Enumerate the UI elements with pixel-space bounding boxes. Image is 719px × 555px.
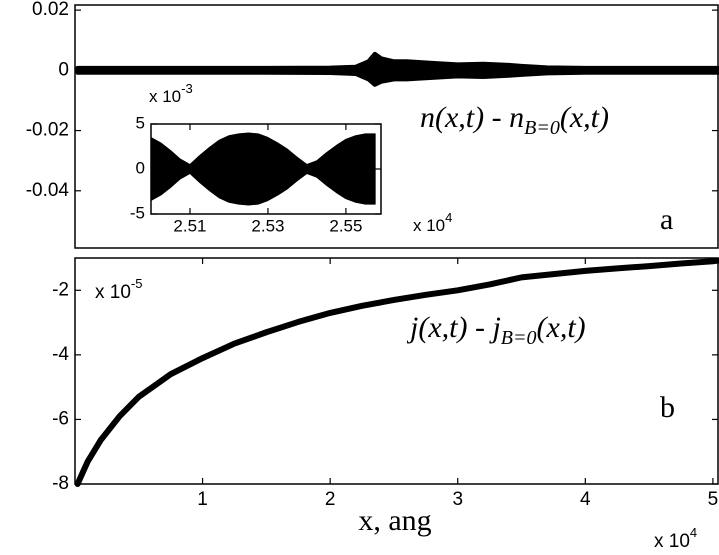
x-tick-label: 3 [452,489,463,510]
multiplier-exp: -3 [181,81,193,96]
multiplier-base: x 10 [413,216,445,235]
y-tick-label: -5 [130,203,145,222]
multiplier: x 104 [654,525,697,552]
y-tick-label: -4 [52,344,69,365]
band [75,51,719,87]
annotation-sub: B=0 [524,117,560,139]
x-tick-label: 1 [197,489,208,510]
annotation-main: j(x,t) - j [406,311,501,344]
multiplier-exp: -5 [131,276,143,291]
multiplier-base: x 10 [654,531,690,552]
y-tick-label: -2 [52,279,69,300]
annotation-tail: (x,t) [537,311,586,344]
y-tick-label: -0.04 [26,180,70,201]
x-tick-label: 2.53 [251,216,284,235]
y-tick-label: 0.02 [32,0,69,20]
y-tick-label: 5 [136,113,145,132]
band [150,132,376,206]
y-tick-label: -8 [52,473,69,494]
annotation-tail: (x,t) [560,101,609,134]
x-tick-label: 4 [580,489,591,510]
x-tick-label: 2.51 [173,216,206,235]
annotation: j(x,t) - jB=0(x,t) [406,311,586,349]
multiplier-base: x 10 [95,282,131,303]
x-tick-label: 5 [708,489,719,510]
panel-label: a [660,203,673,236]
multiplier-exp: 4 [445,210,452,225]
multiplier: x 10-5 [95,276,142,303]
multiplier-exp: 4 [690,525,697,540]
multiplier: x 10-3 [149,81,193,106]
y-tick-label: 0 [136,158,145,177]
x-tick-label: 2.55 [329,216,362,235]
y-tick-label: 0 [58,59,69,80]
x-tick-label: 2 [325,489,336,510]
annotation: n(x,t) - nB=0(x,t) [420,101,609,139]
annotation-main: n(x,t) - n [420,101,524,134]
x-axis-label: x, ang [358,504,431,537]
annotation-sub: B=0 [501,327,537,349]
curve [74,257,719,487]
panel-label: b [660,391,675,424]
y-tick-label: -0.02 [26,120,69,141]
multiplier-base: x 10 [149,87,181,106]
y-tick-label: -6 [52,408,69,429]
multiplier: x 104 [413,210,452,235]
